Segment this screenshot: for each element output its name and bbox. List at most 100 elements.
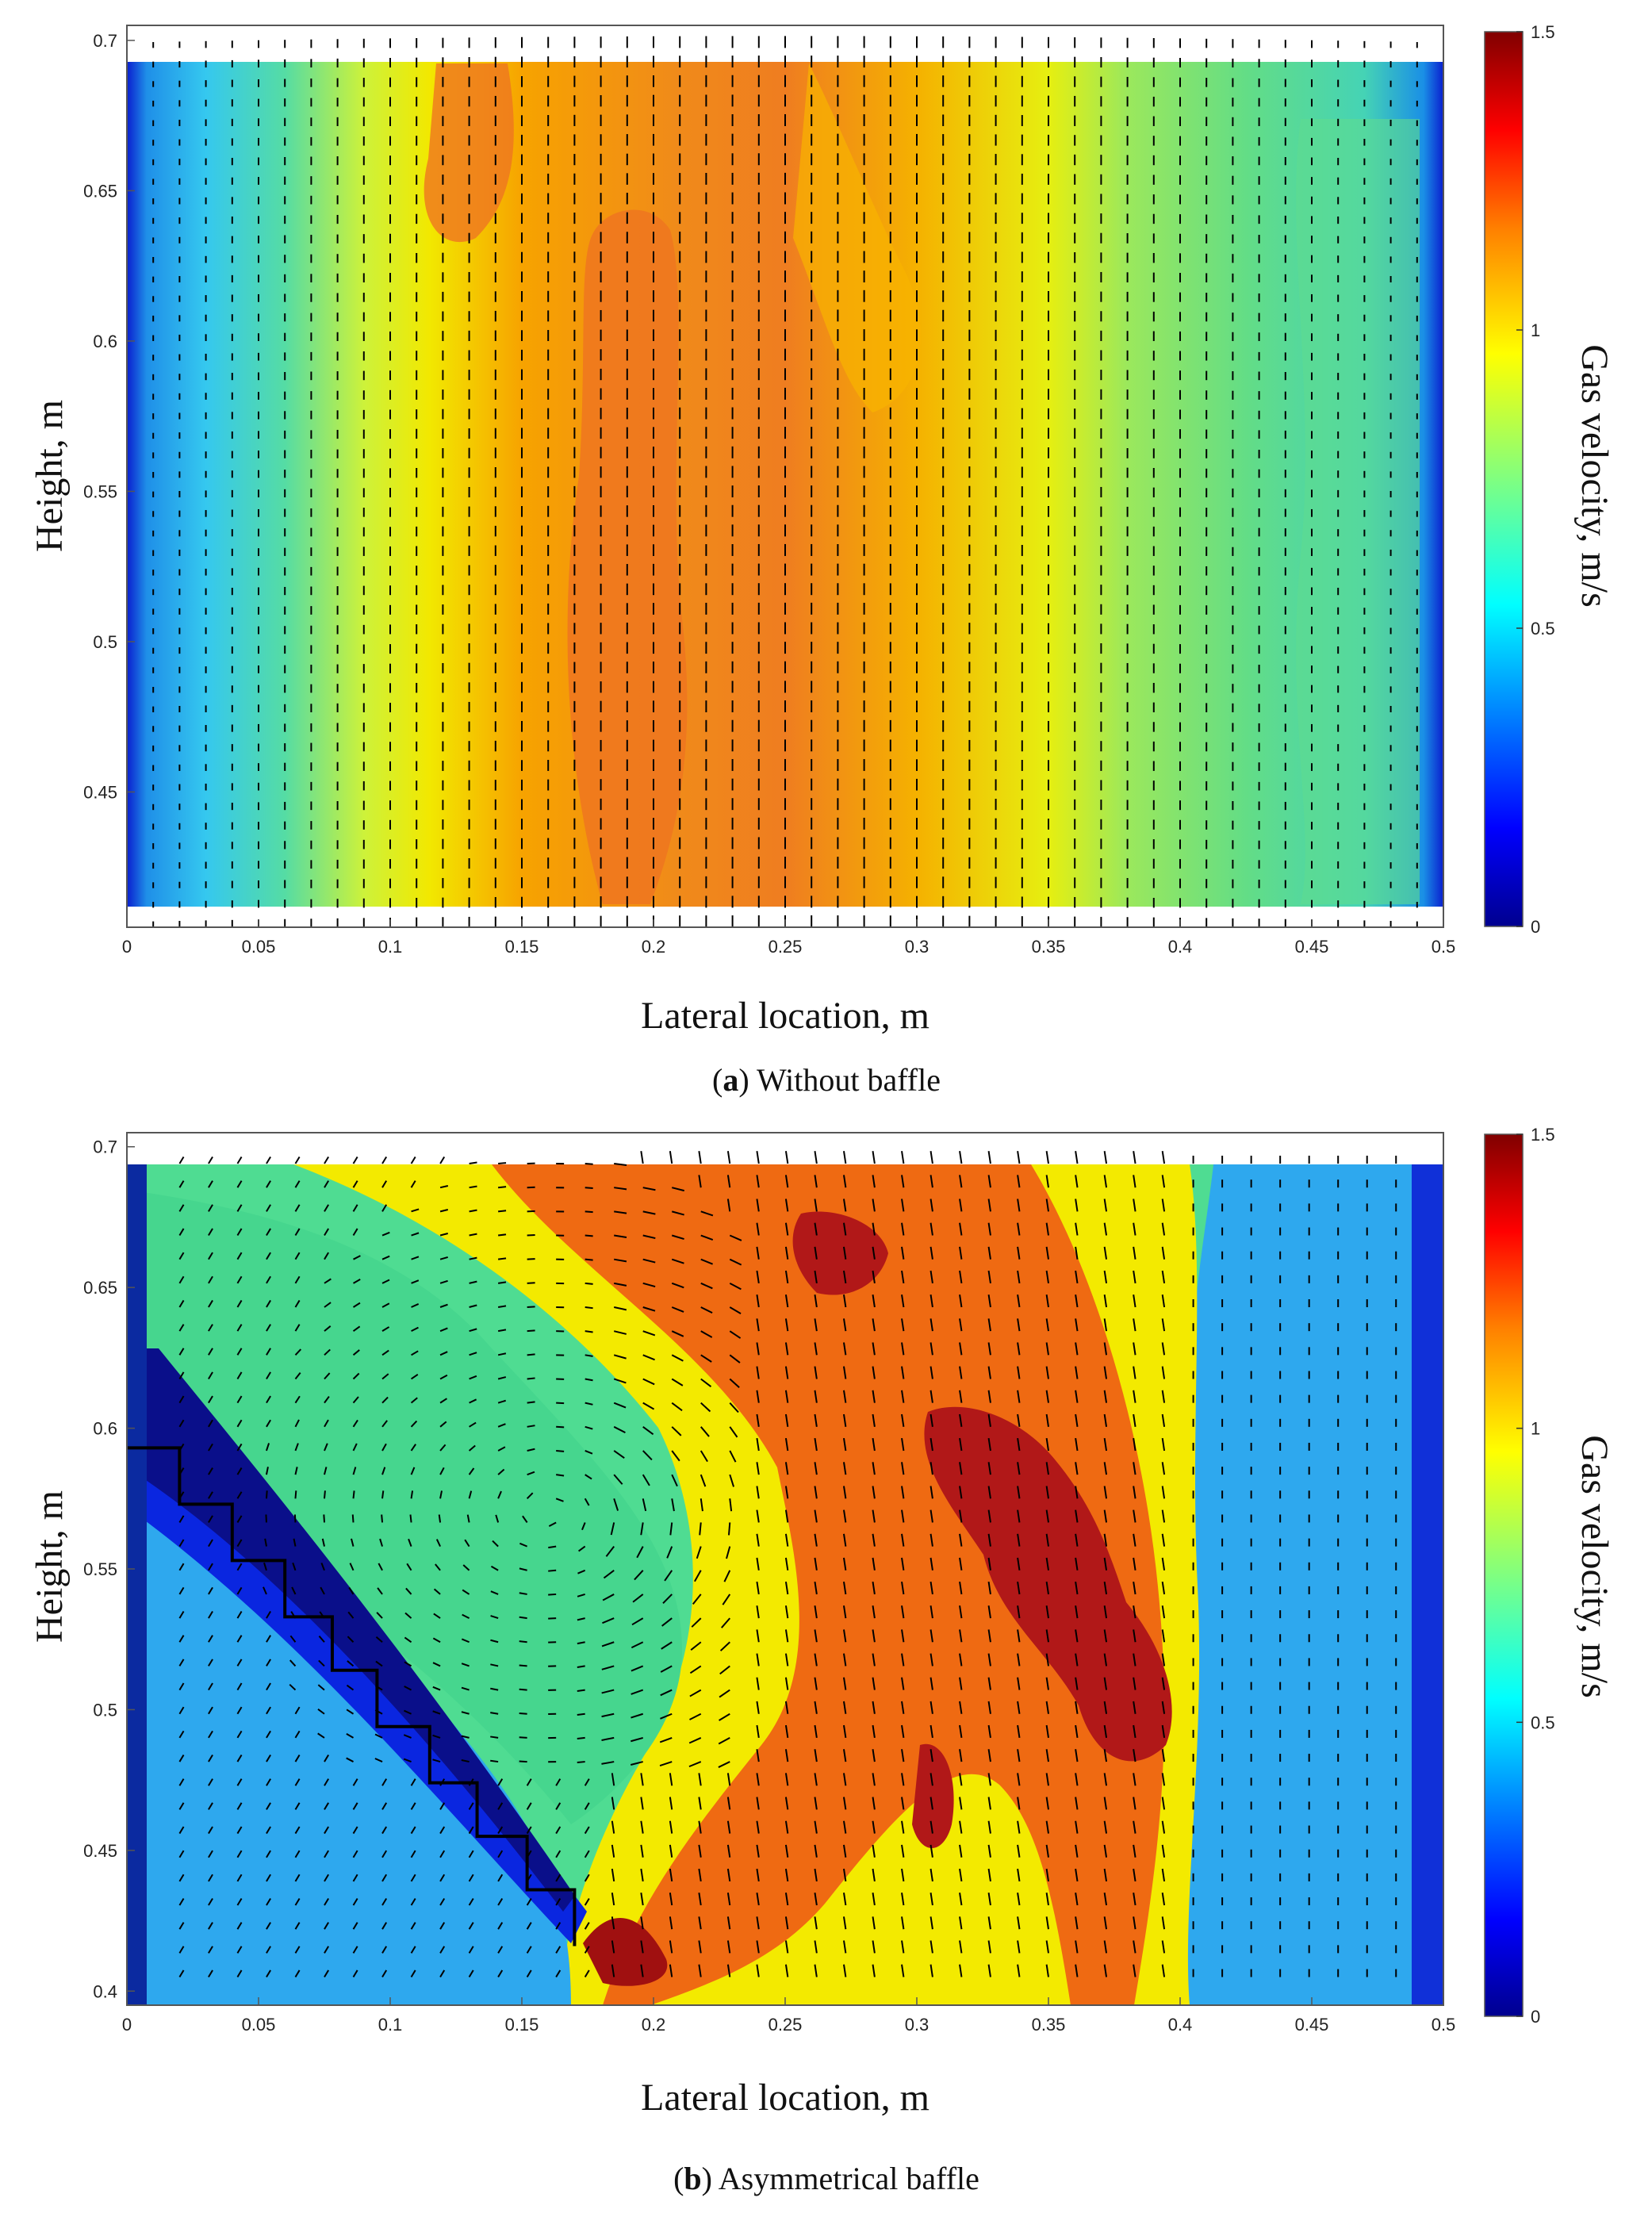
velocity-vector (640, 1893, 644, 1906)
velocity-vector (266, 1204, 271, 1212)
velocity-vector (381, 1255, 390, 1260)
velocity-vector (605, 1546, 615, 1557)
velocity-vector (929, 1701, 933, 1714)
velocity-vector (842, 1797, 847, 1810)
velocity-vector (756, 1677, 760, 1690)
velocity-vector (726, 1546, 731, 1559)
velocity-vector (729, 1450, 737, 1463)
velocity-vector (872, 1509, 876, 1523)
velocity-vector (208, 1563, 213, 1571)
velocity-vector (293, 1538, 297, 1547)
velocity-vector (814, 1773, 818, 1786)
x-tick-label: 0 (122, 2015, 132, 2035)
velocity-vector (872, 1605, 876, 1619)
velocity-vector (208, 1897, 213, 1906)
contour-plot-a (127, 25, 1443, 927)
velocity-vector (236, 1491, 243, 1499)
colorbar-ticks-b: 0 0.5 1 1.5 (1516, 1125, 1555, 2027)
velocity-vector (1045, 1868, 1049, 1882)
velocity-vector (208, 1635, 213, 1643)
velocity-vector (319, 1611, 325, 1619)
velocity-vector (756, 1916, 760, 1930)
velocity-vector (901, 1893, 905, 1906)
velocity-vector (814, 1581, 818, 1595)
velocity-vector (959, 1820, 963, 1834)
velocity-vector (1103, 1509, 1108, 1523)
velocity-vector (577, 1641, 585, 1645)
velocity-vector (729, 1330, 742, 1339)
velocity-vector (719, 1712, 730, 1721)
velocity-vector (584, 1498, 590, 1506)
velocity-vector (178, 1850, 185, 1858)
velocity-vector (585, 1425, 593, 1430)
velocity-vector (1045, 1222, 1049, 1236)
velocity-vector (614, 1187, 627, 1191)
velocity-vector (236, 1443, 243, 1452)
velocity-vector (1017, 1462, 1021, 1475)
velocity-vector (439, 1946, 446, 1954)
velocity-vector (987, 1653, 991, 1666)
velocity-vector (208, 1180, 213, 1188)
velocity-vector (410, 1874, 416, 1882)
velocity-vector (324, 1754, 330, 1762)
velocity-vector (381, 1946, 388, 1954)
velocity-vector (698, 1916, 702, 1930)
velocity-vector (555, 1946, 562, 1954)
velocity-vector (346, 1733, 355, 1739)
velocity-vector (1103, 1916, 1108, 1930)
velocity-vector (294, 1372, 301, 1380)
velocity-vector (266, 1443, 270, 1452)
velocity-vector (1161, 1940, 1166, 1954)
velocity-vector (468, 1922, 474, 1930)
velocity-vector (959, 1893, 963, 1906)
velocity-vector (1161, 1605, 1166, 1619)
velocity-vector (1045, 1749, 1049, 1762)
velocity-vector (642, 1234, 656, 1240)
velocity-vector (756, 1605, 760, 1619)
velocity-vector (208, 1443, 213, 1452)
velocity-vector (266, 1659, 271, 1666)
velocity-vector (294, 1204, 301, 1212)
velocity-vector (178, 1611, 185, 1619)
velocity-vector (726, 1964, 731, 1977)
velocity-vector (469, 1421, 477, 1428)
velocity-vector (411, 1208, 420, 1213)
velocity-vector (698, 1893, 702, 1906)
velocity-vector (901, 1749, 905, 1762)
x-tick-label: 0.25 (769, 2015, 803, 2035)
x-tick-label: 0.1 (378, 2015, 403, 2035)
velocity-vector (266, 1395, 271, 1404)
velocity-vector (959, 1964, 963, 1977)
velocity-vector (901, 1294, 905, 1308)
velocity-vector (756, 1964, 760, 1977)
velocity-vector (497, 1305, 507, 1308)
velocity-vector (497, 1946, 504, 1954)
velocity-vector (814, 1366, 818, 1379)
caption-letter-b: b (684, 2161, 701, 2196)
velocity-vector (842, 1486, 847, 1499)
velocity-vector (381, 1874, 388, 1882)
velocity-vector (700, 1450, 708, 1463)
velocity-vector (353, 1255, 361, 1260)
velocity-vectors-a (152, 36, 1418, 927)
velocity-vector (1161, 1677, 1166, 1690)
velocity-vector (236, 1754, 243, 1762)
velocity-vector (814, 1342, 818, 1356)
velocity-vector (660, 1665, 673, 1673)
velocity-vector (294, 1299, 301, 1308)
velocity-vector (410, 1946, 416, 1954)
velocity-vector (784, 1940, 789, 1954)
velocity-vector (381, 1490, 385, 1499)
velocity-vector (611, 1773, 615, 1786)
velocity-vector (1133, 1557, 1136, 1571)
velocity-vector (784, 1629, 789, 1643)
velocity-vector (411, 1350, 419, 1356)
velocity-vector (756, 1749, 760, 1762)
velocity-vector (671, 1187, 684, 1192)
velocity-vector (498, 1233, 507, 1237)
velocity-vector (439, 1467, 445, 1475)
velocity-vector (1103, 1342, 1108, 1356)
velocity-vector (1075, 1509, 1079, 1523)
velocity-vector (669, 1964, 673, 1977)
velocity-vector (987, 1199, 991, 1212)
